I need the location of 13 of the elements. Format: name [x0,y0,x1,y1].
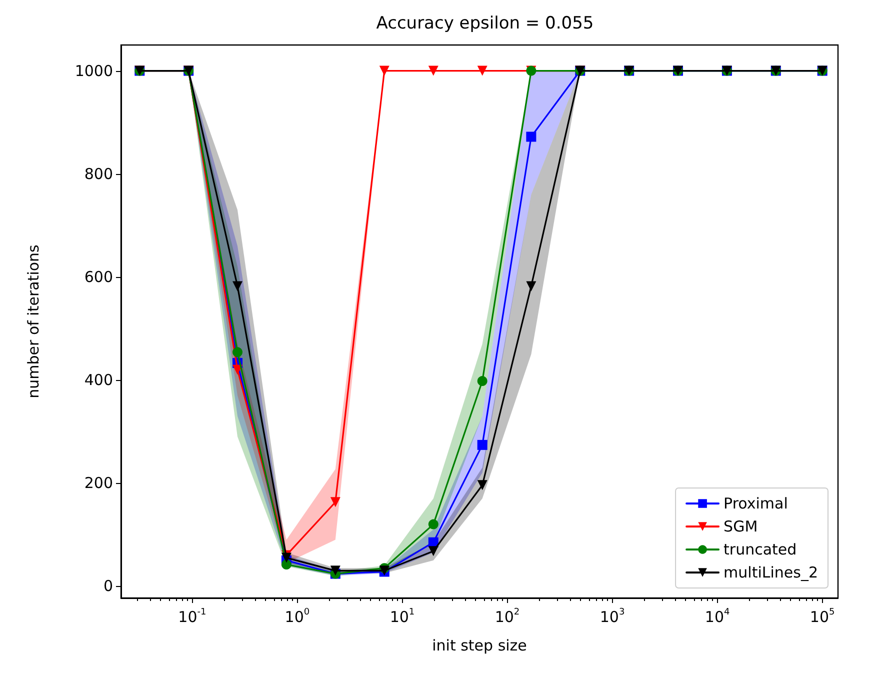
y-tick-label: 400 [84,370,113,389]
y-tick-label: 0 [103,577,113,596]
legend-label: SGM [724,518,758,536]
legend-label: truncated [724,540,797,558]
legend-label: multiLines_2 [724,564,818,582]
x-axis-title: init step size [432,636,527,654]
y-tick-label: 600 [84,268,113,286]
legend-label: Proximal [724,494,788,512]
y-tick-label: 200 [84,474,113,492]
y-tick-label: 800 [84,164,113,183]
chart-title: Accuracy epsilon = 0.055 [376,14,594,34]
y-tick-label: 1000 [74,62,113,80]
y-axis-title: number of iterations [24,244,42,398]
